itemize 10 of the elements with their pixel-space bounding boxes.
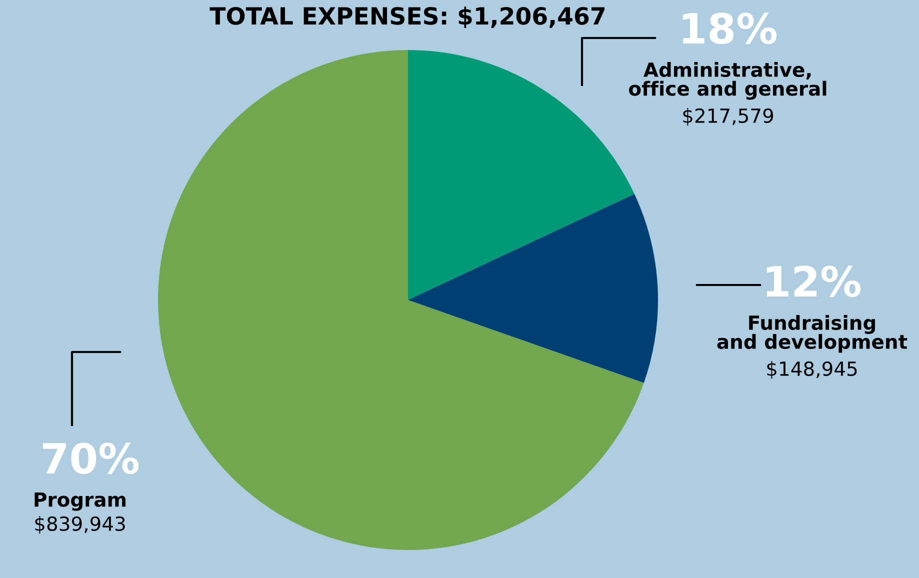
data-label: $839,943 [35, 516, 125, 534]
data-label: $148,945 [767, 361, 857, 379]
chart-title: TOTAL EXPENSES: $1,206,467 [210, 6, 604, 28]
slice-label: Program [34, 492, 126, 511]
text: 18% [682, 12, 777, 44]
slice-label: Administrative, office and general [629, 62, 826, 100]
text: 12% [766, 266, 861, 298]
data-label: $217,579 [683, 108, 774, 126]
text: 70% [42, 442, 139, 474]
slice-label: Fundraising and development [717, 315, 908, 353]
